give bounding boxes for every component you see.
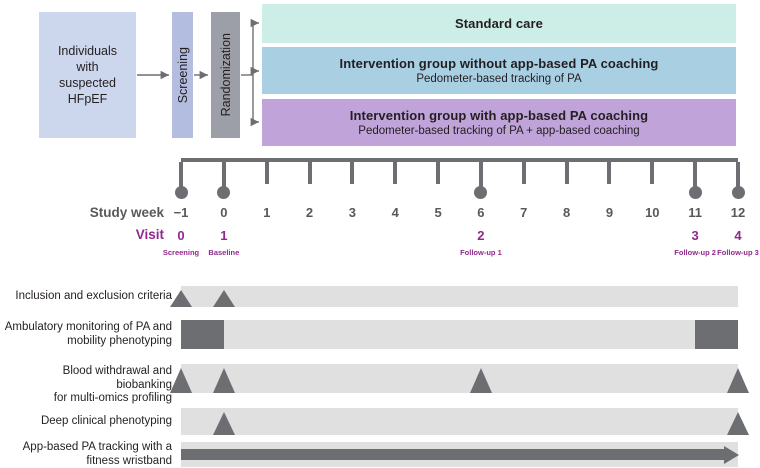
study-week-value-10: 10 bbox=[630, 205, 674, 220]
study-week-value-6: 6 bbox=[459, 205, 503, 220]
timeline-tick-week-8 bbox=[565, 162, 569, 184]
activity-row: Deep clinical phenotyping bbox=[0, 408, 760, 435]
activity-label-line: for multi-omics profiling bbox=[4, 392, 172, 406]
activity-continuous-arrow-icon bbox=[724, 446, 739, 464]
activity-label-line: mobility phenotyping bbox=[4, 335, 172, 349]
visit-name-2: Follow-up 1 bbox=[451, 248, 511, 257]
activity-label-line: Deep clinical phenotyping bbox=[4, 415, 172, 429]
activity-marker-week-12 bbox=[727, 368, 749, 393]
activity-label: Deep clinical phenotyping bbox=[4, 415, 172, 429]
timeline-visit-dot-week-11 bbox=[689, 186, 702, 199]
timeline-visit-dot-week-−1 bbox=[175, 186, 188, 199]
activity-block-11-to-12 bbox=[695, 320, 738, 349]
flow-connectors bbox=[0, 0, 760, 160]
activity-marker-week-12 bbox=[727, 412, 749, 435]
study-week-value-0: 0 bbox=[202, 205, 246, 220]
timeline-tick-week-7 bbox=[522, 162, 526, 184]
activity-label-line: Inclusion and exclusion criteria bbox=[4, 290, 172, 304]
timeline-tick-week-10 bbox=[650, 162, 654, 184]
activity-rows: Inclusion and exclusion criteria Ambulato… bbox=[0, 286, 760, 458]
activity-track bbox=[181, 286, 738, 307]
study-week-value-5: 5 bbox=[416, 205, 460, 220]
timeline-visit-dot-week-6 bbox=[474, 186, 487, 199]
visit-number-3: 3 bbox=[673, 228, 717, 243]
visit-name-4: Follow-up 3 bbox=[708, 248, 760, 257]
activity-track bbox=[181, 408, 738, 435]
study-week-value-2: 2 bbox=[288, 205, 332, 220]
study-week-value-4: 4 bbox=[373, 205, 417, 220]
timeline-tick-week-1 bbox=[265, 162, 269, 184]
activity-label: Inclusion and exclusion criteria bbox=[4, 290, 172, 304]
study-week-value-8: 8 bbox=[545, 205, 589, 220]
activity-continuous-bar bbox=[181, 449, 724, 460]
study-week-value-9: 9 bbox=[587, 205, 631, 220]
activity-marker-week-0 bbox=[213, 290, 235, 307]
activity-marker-week-6 bbox=[470, 368, 492, 393]
activity-row: Inclusion and exclusion criteria bbox=[0, 286, 760, 307]
study-week-value-11: 11 bbox=[673, 205, 717, 220]
timeline-tick-week-5 bbox=[436, 162, 440, 184]
activity-track bbox=[181, 364, 738, 393]
study-week-value-12: 12 bbox=[716, 205, 760, 220]
timeline-visit-dot-week-0 bbox=[217, 186, 230, 199]
visit-label: Visit bbox=[24, 227, 164, 242]
activity-block-−1-to-0 bbox=[181, 320, 224, 349]
timeline-tick-week-4 bbox=[393, 162, 397, 184]
visit-number-0: 0 bbox=[159, 228, 203, 243]
activity-track bbox=[181, 442, 738, 467]
study-week-value-−1: −1 bbox=[159, 205, 203, 220]
timeline-visit-dot-week-12 bbox=[732, 186, 745, 199]
activity-marker-week-0 bbox=[213, 412, 235, 435]
visit-number-1: 1 bbox=[202, 228, 246, 243]
study-week-value-3: 3 bbox=[330, 205, 374, 220]
activity-label-line: Blood withdrawal and biobanking bbox=[4, 365, 172, 392]
study-week-label: Study week bbox=[24, 205, 164, 220]
timeline-tick-week-3 bbox=[350, 162, 354, 184]
activity-track bbox=[181, 320, 738, 349]
activity-label-line: Ambulatory monitoring of PA and bbox=[4, 321, 172, 335]
timeline-tick-week-2 bbox=[308, 162, 312, 184]
study-week-value-7: 7 bbox=[502, 205, 546, 220]
activity-label-line: App-based PA tracking with a bbox=[4, 441, 172, 455]
visit-name-1: Baseline bbox=[194, 248, 254, 257]
activity-marker-week-−1 bbox=[170, 290, 192, 307]
activity-marker-week-0 bbox=[213, 368, 235, 393]
activity-label-line: fitness wristband bbox=[4, 455, 172, 468]
visit-number-4: 4 bbox=[716, 228, 760, 243]
study-design-figure: Individuals with suspected HFpEF Screeni… bbox=[0, 0, 760, 458]
study-week-value-1: 1 bbox=[245, 205, 289, 220]
visit-number-2: 2 bbox=[459, 228, 503, 243]
activity-marker-week-−1 bbox=[170, 368, 192, 393]
timeline-tick-week-9 bbox=[607, 162, 611, 184]
